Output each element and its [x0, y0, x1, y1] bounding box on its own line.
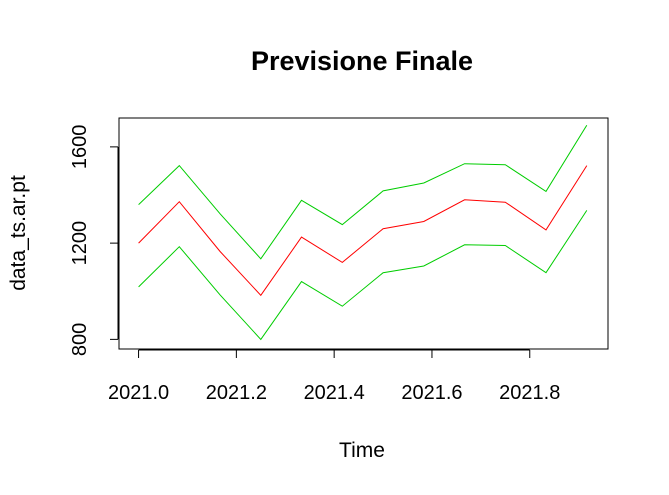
series-line-upper	[138, 124, 588, 260]
y-axis-label: data_ts.ar.pt	[7, 175, 30, 291]
series-line-lower	[138, 210, 588, 341]
y-tick-label: 1600	[69, 125, 91, 170]
x-axis: 2021.0 2021.2 2021.4 2021.6 2021.8	[108, 349, 560, 404]
x-tick-label: 2021.2	[206, 382, 267, 404]
series-layer	[138, 124, 588, 341]
x-tick-label: 2021.6	[401, 382, 462, 404]
y-tick-label: 1200	[69, 221, 91, 266]
y-axis: 800 1200 1600	[69, 125, 119, 356]
chart-title: Previsione Finale	[251, 46, 473, 76]
y-tick-label: 800	[69, 323, 91, 356]
x-tick-label: 2021.0	[108, 382, 169, 404]
x-axis-label: Time	[339, 439, 385, 462]
series-line-forecast	[138, 165, 588, 297]
plot-frame	[118, 117, 609, 350]
x-tick-label: 2021.8	[499, 382, 560, 404]
x-tick-label: 2021.4	[304, 382, 365, 404]
